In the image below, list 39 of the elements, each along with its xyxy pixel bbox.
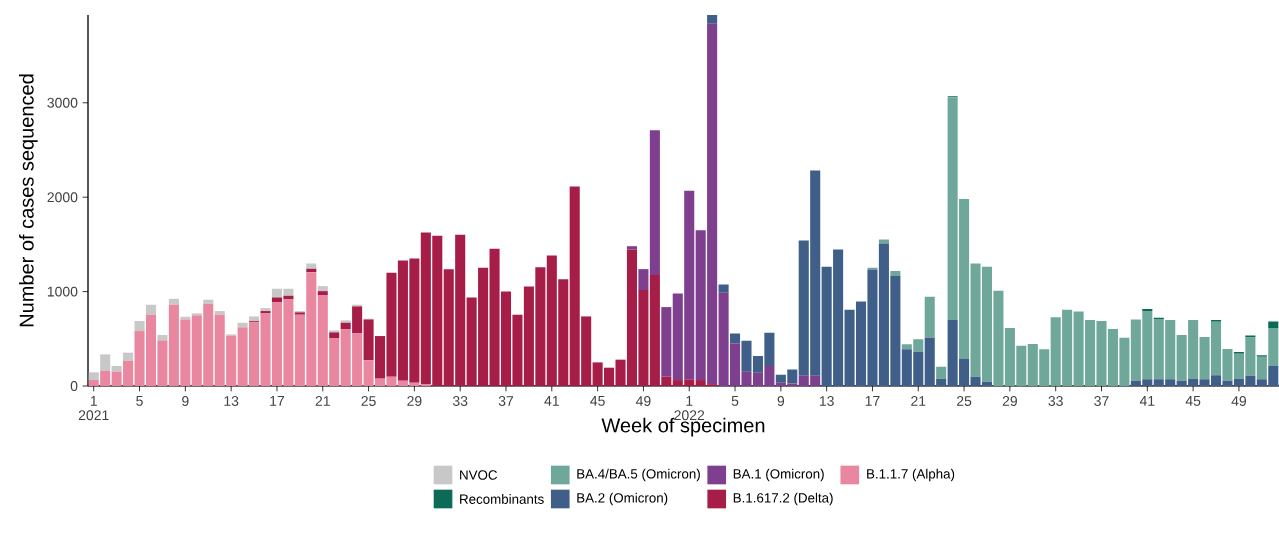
x-tick-label: 13 (224, 396, 239, 406)
legend-label: BA.2 (Omicron) (577, 492, 668, 506)
x-tick-label: 17 (270, 396, 285, 406)
text: 2021 (78, 410, 109, 421)
x-tick-label: 41 (544, 396, 559, 406)
x-tick-label: 33 (1048, 396, 1063, 406)
y-tick-label: 3000 (47, 97, 78, 108)
x-tick-label: 33 (452, 396, 468, 406)
x-tick-label: 17 (865, 396, 880, 406)
x-tick-label: 1 (90, 396, 97, 406)
legend-label: Recombinants (460, 494, 544, 504)
x-tick-label: 5 (136, 396, 143, 406)
x-tick-label: 41 (1139, 396, 1155, 406)
legend-label: BA.1 (Omicron) (733, 468, 824, 482)
y-tick-label: 2000 (47, 192, 78, 203)
x-tick-label: 37 (498, 396, 514, 406)
legend-label: B.1.617.2 (Delta) (733, 492, 833, 506)
y-axis-title: Number of cases sequenced (19, 74, 38, 327)
x-tick-label: 29 (407, 396, 422, 406)
x-tick-label: 37 (1094, 396, 1109, 406)
x-tick-label: 5 (731, 396, 739, 406)
x-tick-label: 9 (182, 396, 189, 406)
x-tick-label: 9 (777, 396, 785, 406)
y-tick-label: 1000 (47, 286, 78, 297)
x-tick-label: 25 (957, 396, 972, 406)
x-tick-label: 21 (315, 396, 330, 406)
x-tick-label: 21 (911, 396, 926, 406)
x-tick-label: 13 (819, 396, 834, 406)
y-tick-label: 0 (70, 381, 78, 391)
x-tick-label: 49 (635, 396, 651, 406)
x-tick-label: 45 (590, 396, 605, 406)
legend-label: B.1.1.7 (Alpha) (867, 468, 955, 482)
x-tick-label: 1 (686, 396, 693, 406)
x-tick-label: 25 (361, 396, 376, 406)
legend-label: BA.4/BA.5 (Omicron) (577, 468, 700, 482)
legend-label: NVOC (460, 470, 498, 480)
x-tick-label: 29 (1002, 396, 1017, 406)
x-tick-label: 49 (1231, 396, 1247, 406)
x-tick-label: 45 (1185, 396, 1201, 406)
